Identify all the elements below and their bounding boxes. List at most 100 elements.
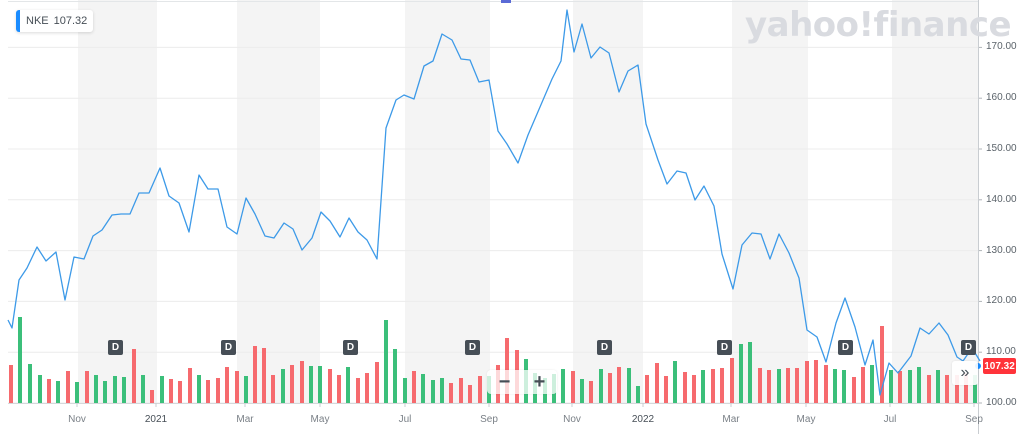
dividend-marker[interactable]: D	[221, 340, 236, 355]
volume-bar	[973, 375, 977, 403]
y-tick-label: 160.00	[986, 92, 1017, 104]
volume-bar	[290, 365, 294, 403]
volume-bar	[786, 368, 790, 403]
volume-bar	[262, 348, 266, 403]
zoom-out-button[interactable]: −	[498, 370, 511, 393]
volume-bar	[683, 372, 687, 403]
volume-bar	[599, 369, 603, 403]
volume-bar	[898, 371, 902, 403]
zoom-in-button[interactable]: +	[533, 370, 546, 393]
volume-bar	[375, 362, 379, 403]
volume-bar	[955, 375, 959, 403]
volume-bar	[908, 370, 912, 403]
series-legend-chip[interactable]: NKE 107.32	[16, 10, 94, 32]
volume-bar	[253, 346, 257, 403]
month-band	[892, 0, 978, 403]
volume-bar	[132, 349, 136, 403]
x-tick-label: 2022	[631, 414, 655, 425]
volume-bar	[300, 361, 304, 403]
series-symbol: NKE	[26, 15, 49, 27]
volume-bar	[627, 368, 631, 403]
volume-bar	[917, 367, 921, 403]
volume-bar	[852, 377, 856, 403]
volume-bar	[150, 390, 154, 403]
x-tick-label: Mar	[236, 414, 254, 425]
dividend-marker[interactable]: D	[717, 340, 732, 355]
volume-bar	[964, 373, 968, 403]
volume-bar	[636, 386, 640, 403]
y-tick-label: 140.00	[986, 193, 1017, 205]
month-band	[405, 0, 490, 403]
volume-bar	[122, 377, 126, 403]
month-band	[732, 0, 808, 403]
volume-bar	[85, 371, 89, 403]
volume-bar	[664, 376, 668, 403]
volume-bar	[337, 375, 341, 403]
dividend-marker[interactable]: D	[108, 340, 123, 355]
volume-bar	[478, 376, 482, 403]
price-line	[7, 9, 981, 396]
volume-bar	[459, 378, 463, 403]
volume-bar	[113, 376, 117, 403]
volume-bar	[197, 375, 201, 403]
volume-bar	[861, 367, 865, 403]
volume-bar	[589, 381, 593, 403]
volume-bar	[468, 385, 472, 403]
volume-bar	[730, 358, 734, 403]
volume-bar	[711, 369, 715, 403]
dividend-marker[interactable]: D	[961, 340, 976, 355]
volume-bar	[824, 365, 828, 403]
dividend-marker[interactable]: D	[597, 340, 612, 355]
volume-bar	[403, 378, 407, 403]
volume-bar	[777, 369, 781, 403]
volume-bar	[56, 381, 60, 403]
volume-bar	[645, 375, 649, 403]
volume-bar	[767, 370, 771, 403]
volume-bar	[795, 368, 799, 403]
dividend-marker[interactable]: D	[465, 340, 480, 355]
x-tick-label: Mar	[722, 414, 740, 425]
volume-bar	[889, 370, 893, 403]
volume-bar	[328, 369, 332, 403]
y-tick-label: 110.00	[986, 346, 1016, 358]
dividend-marker[interactable]: D	[838, 340, 853, 355]
scroll-to-latest-button[interactable]: »	[952, 361, 978, 385]
volume-bar	[160, 376, 164, 403]
x-tick-label: Sep	[480, 414, 498, 425]
x-tick-label: Nov	[68, 414, 86, 425]
y-tick-label: 120.00	[986, 295, 1017, 307]
volume-bar	[617, 367, 621, 403]
month-band	[237, 0, 320, 403]
volume-bar	[188, 368, 192, 403]
volume-bar	[235, 371, 239, 403]
y-tick-label: 150.00	[986, 143, 1017, 154]
volume-bar	[346, 367, 350, 403]
volume-bar	[580, 379, 584, 403]
x-tick-label: May	[310, 414, 330, 425]
volume-bar	[927, 375, 931, 403]
dividend-marker[interactable]: D	[343, 340, 358, 355]
month-band	[573, 0, 643, 403]
volume-bar	[356, 378, 360, 403]
current-price-tag: 107.32	[983, 358, 1016, 374]
volume-bar	[805, 361, 809, 403]
volume-bar	[244, 376, 248, 403]
volume-bar	[141, 375, 145, 403]
volume-bar	[748, 342, 752, 403]
volume-bar	[608, 373, 612, 403]
volume-bar	[655, 363, 659, 403]
volume-bar	[440, 378, 444, 403]
volume-bar	[225, 367, 229, 403]
yahoo-finance-watermark: yahoo!finance	[745, 5, 1012, 45]
volume-bar	[281, 369, 285, 403]
range-handle[interactable]	[501, 0, 511, 3]
volume-bar	[216, 378, 220, 403]
volume-bar	[421, 374, 425, 403]
volume-bar	[692, 375, 696, 403]
volume-bar	[94, 375, 98, 403]
volume-bar	[758, 368, 762, 403]
volume-bar	[18, 317, 22, 403]
x-tick-label: May	[796, 414, 816, 425]
